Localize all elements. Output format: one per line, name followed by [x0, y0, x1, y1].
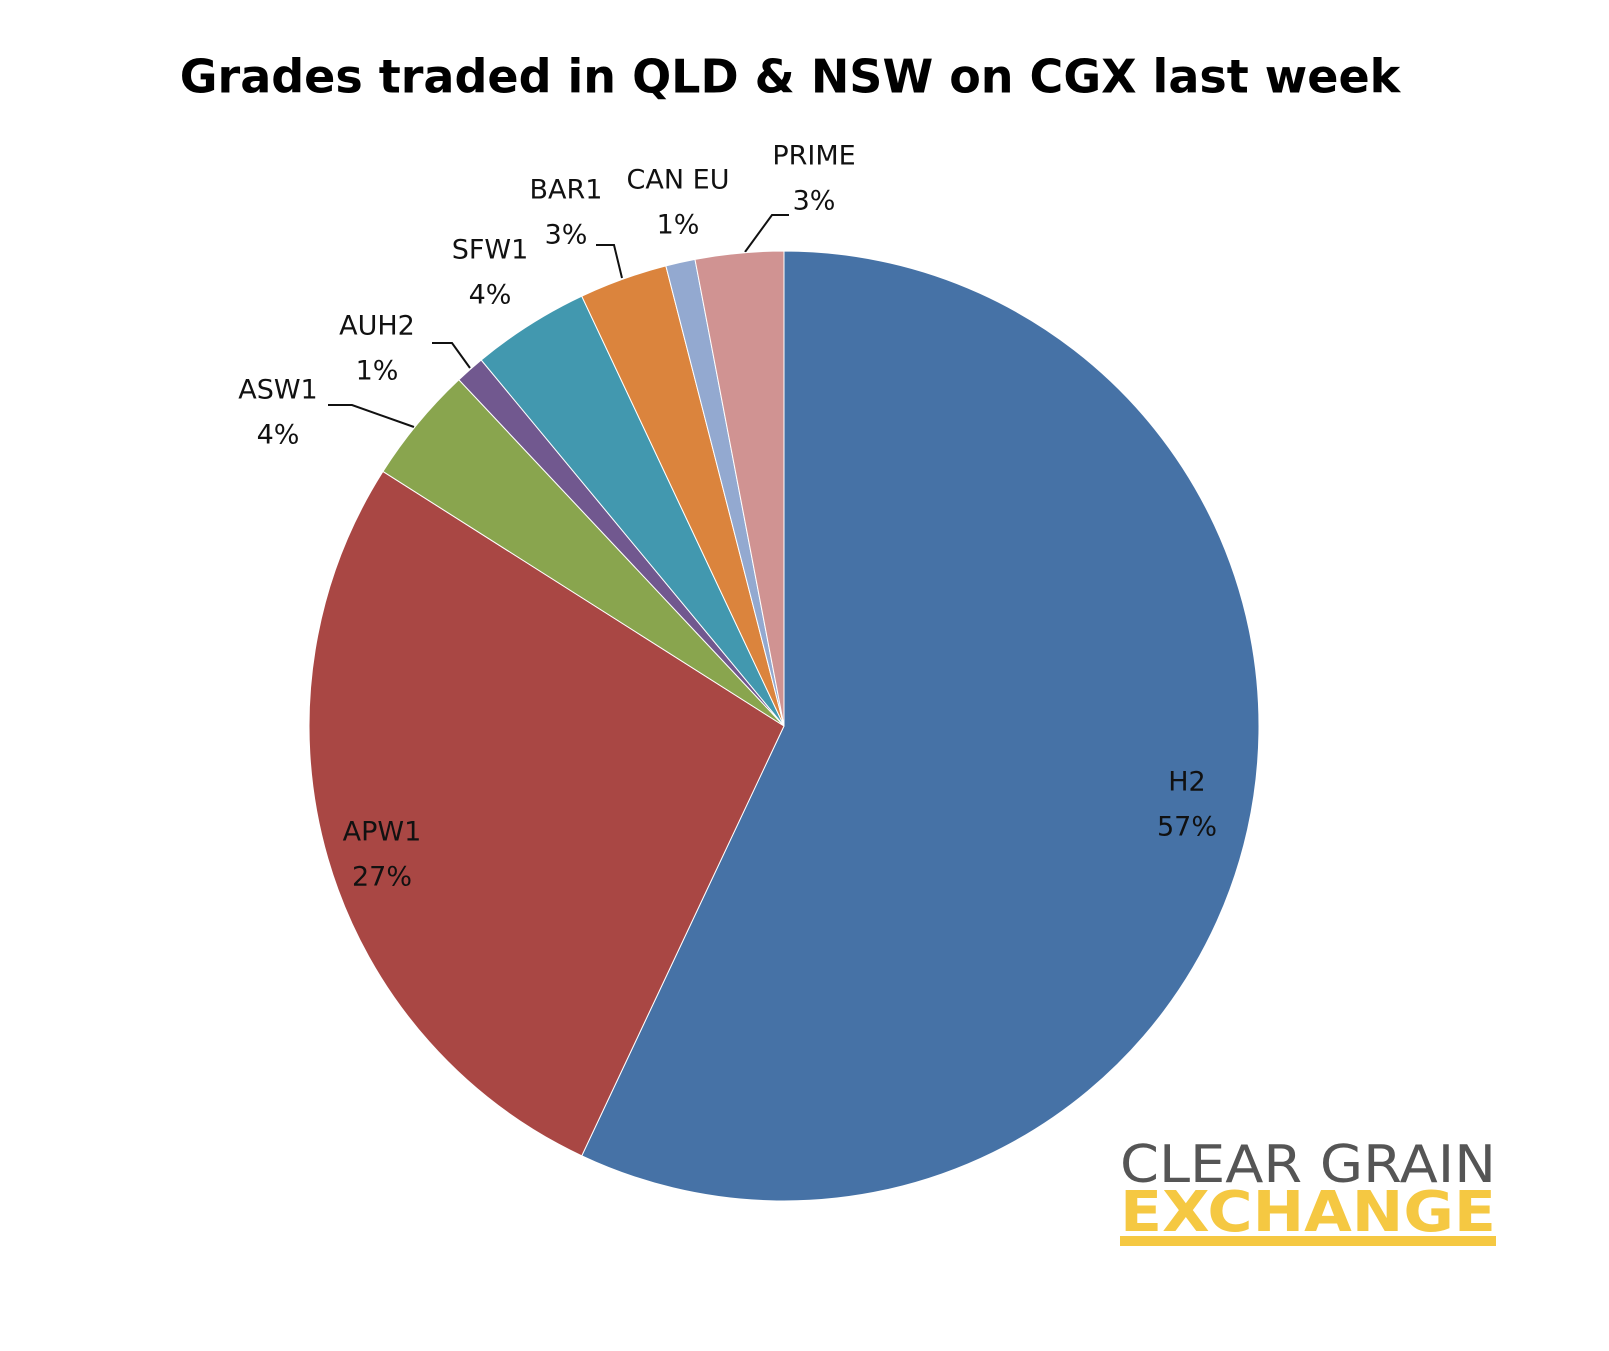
- slice-value-label: 1%: [356, 356, 399, 387]
- pie-slice: [581, 250, 1260, 1202]
- logo-text: CLEAR GRAIN: [1120, 1135, 1496, 1195]
- logo-bar: [1120, 1236, 1496, 1246]
- leader-line: [432, 342, 471, 369]
- leader-line: [744, 214, 789, 253]
- leader-lines: [328, 214, 789, 428]
- logo-text: EXCHANGE: [1120, 1180, 1496, 1245]
- leader-line: [596, 244, 623, 279]
- pie-slice: [308, 470, 785, 1157]
- slice-label: H2: [1168, 767, 1205, 798]
- slice-value-label: 4%: [257, 420, 300, 451]
- pie-slice: [694, 250, 785, 727]
- slice-value-label: 1%: [657, 210, 700, 241]
- slice-label: SFW1: [452, 235, 529, 266]
- slice-label: PRIME: [772, 141, 855, 172]
- logo: CLEAR GRAIN EXCHANGE: [1120, 1135, 1496, 1246]
- slice-value-label: 4%: [469, 280, 512, 311]
- slice-label: ASW1: [238, 375, 317, 406]
- slice-value-label: 57%: [1157, 812, 1217, 843]
- slice-label: AUH2: [339, 311, 415, 342]
- slice-value-label: 27%: [352, 862, 412, 893]
- chart-title: Grades traded in QLD & NSW on CGX last w…: [180, 50, 1402, 104]
- pie: [308, 250, 1260, 1202]
- slice-label: BAR1: [530, 175, 603, 206]
- leader-line: [328, 404, 415, 428]
- slice-label: CAN EU: [627, 165, 730, 196]
- slice-value-label: 3%: [793, 186, 836, 217]
- slice-value-label: 3%: [545, 220, 588, 251]
- slice-label: APW1: [343, 817, 422, 848]
